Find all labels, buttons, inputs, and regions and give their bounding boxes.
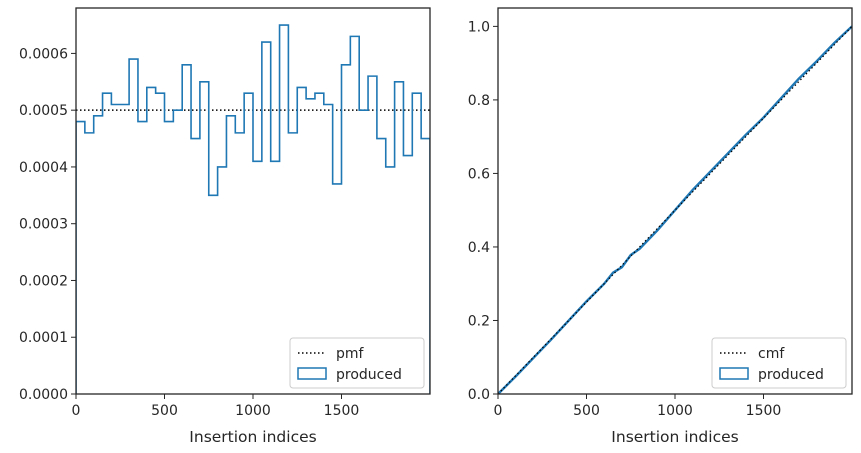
y-tick-label: 0.0002 [19, 273, 68, 289]
x-tick-label: 1000 [657, 403, 693, 419]
axes-frame [497, 7, 853, 395]
y-tick-label: 0.4 [468, 240, 490, 256]
legend-produced-label: produced [336, 367, 402, 383]
x-tick-label: 1000 [235, 403, 271, 419]
legend: pmf produced [289, 337, 425, 389]
y-tick-label: 0.0005 [19, 103, 68, 119]
legend-produced-swatch [719, 367, 749, 380]
legend-box [711, 337, 847, 389]
cmf-cumulative-panel: 0.0 0.2 0.4 0.6 0.8 1.0 0 500 1000 1500 Insertion … [468, 7, 853, 446]
legend-produced-label: produced [758, 367, 824, 383]
y-tick-label: 0.2 [468, 313, 490, 329]
y-tick-label: 0.0001 [19, 330, 68, 346]
y-tick-label: 0.0000 [19, 387, 68, 403]
y-tick-label: 0.0003 [19, 217, 68, 233]
legend-reference-label: pmf [336, 346, 365, 362]
y-tick-label: 0.0006 [19, 46, 68, 62]
plot-area [498, 25, 852, 394]
pmf-histogram-panel: 0.0000 0.0001 0.0002 0.0003 0.0004 0.0005 0.00… [19, 7, 431, 446]
y-tick-label: 0.0 [468, 387, 490, 403]
legend: cmf produced [711, 337, 847, 389]
produced-histogram-step [76, 24, 430, 394]
legend-produced-swatch [297, 367, 327, 380]
legend-reference-label: cmf [758, 346, 785, 362]
cmf-reference-line [498, 25, 852, 394]
x-axis-label: Insertion indices [611, 428, 738, 446]
x-tick-label: 0 [72, 403, 81, 419]
x-tick-label: 500 [573, 403, 600, 419]
y-tick-label: 0.0004 [19, 160, 68, 176]
y-tick-label: 0.8 [468, 93, 490, 109]
x-tick-label: 1500 [746, 403, 782, 419]
x-tick-label: 500 [151, 403, 178, 419]
x-tick-label: 1500 [324, 403, 360, 419]
legend-box [289, 337, 425, 389]
axes-frame [75, 7, 431, 395]
x-tick-label: 0 [494, 403, 503, 419]
x-axis-label: Insertion indices [189, 428, 316, 446]
y-tick-label: 1.0 [468, 19, 490, 35]
y-tick-label: 0.6 [468, 166, 490, 182]
plot-area [76, 24, 430, 394]
